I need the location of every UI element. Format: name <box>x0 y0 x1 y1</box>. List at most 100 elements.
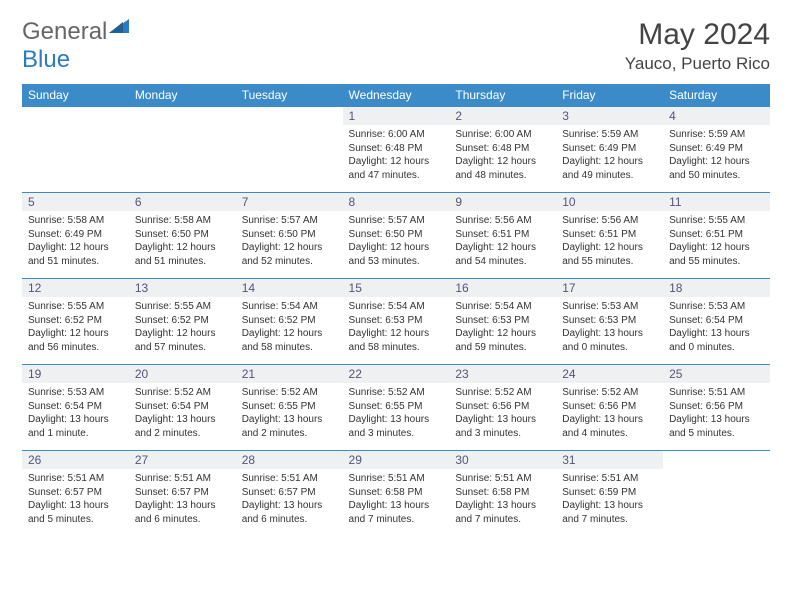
day-number: 9 <box>449 193 556 211</box>
weekday-header: Thursday <box>449 84 556 107</box>
calendar-cell: 13Sunrise: 5:55 AMSunset: 6:52 PMDayligh… <box>129 279 236 365</box>
day-data: Sunrise: 5:54 AMSunset: 6:53 PMDaylight:… <box>343 297 450 357</box>
calendar-cell: 9Sunrise: 5:56 AMSunset: 6:51 PMDaylight… <box>449 193 556 279</box>
calendar-cell: 11Sunrise: 5:55 AMSunset: 6:51 PMDayligh… <box>663 193 770 279</box>
day-number: 19 <box>22 365 129 383</box>
day-data: Sunrise: 5:51 AMSunset: 6:58 PMDaylight:… <box>343 469 450 529</box>
calendar-table: SundayMondayTuesdayWednesdayThursdayFrid… <box>22 84 770 537</box>
day-data: Sunrise: 5:57 AMSunset: 6:50 PMDaylight:… <box>236 211 343 271</box>
day-number: 13 <box>129 279 236 297</box>
day-number: 24 <box>556 365 663 383</box>
calendar-cell: 7Sunrise: 5:57 AMSunset: 6:50 PMDaylight… <box>236 193 343 279</box>
calendar-cell: 30Sunrise: 5:51 AMSunset: 6:58 PMDayligh… <box>449 451 556 537</box>
day-data: Sunrise: 5:58 AMSunset: 6:50 PMDaylight:… <box>129 211 236 271</box>
day-data: Sunrise: 5:51 AMSunset: 6:56 PMDaylight:… <box>663 383 770 443</box>
calendar-cell: 2Sunrise: 6:00 AMSunset: 6:48 PMDaylight… <box>449 107 556 193</box>
calendar-cell: 4Sunrise: 5:59 AMSunset: 6:49 PMDaylight… <box>663 107 770 193</box>
day-data: Sunrise: 5:51 AMSunset: 6:57 PMDaylight:… <box>129 469 236 529</box>
calendar-body: 1Sunrise: 6:00 AMSunset: 6:48 PMDaylight… <box>22 107 770 537</box>
day-data: Sunrise: 6:00 AMSunset: 6:48 PMDaylight:… <box>449 125 556 185</box>
calendar-cell <box>22 107 129 193</box>
day-data: Sunrise: 5:53 AMSunset: 6:53 PMDaylight:… <box>556 297 663 357</box>
calendar-row: 1Sunrise: 6:00 AMSunset: 6:48 PMDaylight… <box>22 107 770 193</box>
day-number: 21 <box>236 365 343 383</box>
day-number: 4 <box>663 107 770 125</box>
day-number: 17 <box>556 279 663 297</box>
day-number: 27 <box>129 451 236 469</box>
day-number: 2 <box>449 107 556 125</box>
calendar-cell: 6Sunrise: 5:58 AMSunset: 6:50 PMDaylight… <box>129 193 236 279</box>
day-data: Sunrise: 5:56 AMSunset: 6:51 PMDaylight:… <box>449 211 556 271</box>
calendar-cell: 10Sunrise: 5:56 AMSunset: 6:51 PMDayligh… <box>556 193 663 279</box>
calendar-row: 12Sunrise: 5:55 AMSunset: 6:52 PMDayligh… <box>22 279 770 365</box>
day-number: 5 <box>22 193 129 211</box>
calendar-cell: 20Sunrise: 5:52 AMSunset: 6:54 PMDayligh… <box>129 365 236 451</box>
day-data: Sunrise: 5:52 AMSunset: 6:55 PMDaylight:… <box>236 383 343 443</box>
calendar-cell: 18Sunrise: 5:53 AMSunset: 6:54 PMDayligh… <box>663 279 770 365</box>
calendar-cell: 25Sunrise: 5:51 AMSunset: 6:56 PMDayligh… <box>663 365 770 451</box>
weekday-header: Wednesday <box>343 84 450 107</box>
calendar-cell: 24Sunrise: 5:52 AMSunset: 6:56 PMDayligh… <box>556 365 663 451</box>
day-data: Sunrise: 5:57 AMSunset: 6:50 PMDaylight:… <box>343 211 450 271</box>
calendar-cell: 28Sunrise: 5:51 AMSunset: 6:57 PMDayligh… <box>236 451 343 537</box>
month-title: May 2024 <box>625 18 770 52</box>
calendar-cell: 8Sunrise: 5:57 AMSunset: 6:50 PMDaylight… <box>343 193 450 279</box>
day-data: Sunrise: 5:54 AMSunset: 6:53 PMDaylight:… <box>449 297 556 357</box>
day-data: Sunrise: 5:55 AMSunset: 6:52 PMDaylight:… <box>129 297 236 357</box>
weekday-header: Tuesday <box>236 84 343 107</box>
calendar-row: 5Sunrise: 5:58 AMSunset: 6:49 PMDaylight… <box>22 193 770 279</box>
calendar-cell: 17Sunrise: 5:53 AMSunset: 6:53 PMDayligh… <box>556 279 663 365</box>
day-number: 15 <box>343 279 450 297</box>
day-number: 29 <box>343 451 450 469</box>
calendar-cell <box>663 451 770 537</box>
day-number: 20 <box>129 365 236 383</box>
day-data: Sunrise: 5:55 AMSunset: 6:52 PMDaylight:… <box>22 297 129 357</box>
day-number: 22 <box>343 365 450 383</box>
day-number: 28 <box>236 451 343 469</box>
day-number: 3 <box>556 107 663 125</box>
calendar-cell: 14Sunrise: 5:54 AMSunset: 6:52 PMDayligh… <box>236 279 343 365</box>
day-number: 8 <box>343 193 450 211</box>
weekday-header-row: SundayMondayTuesdayWednesdayThursdayFrid… <box>22 84 770 107</box>
day-data: Sunrise: 5:52 AMSunset: 6:55 PMDaylight:… <box>343 383 450 443</box>
calendar-cell: 16Sunrise: 5:54 AMSunset: 6:53 PMDayligh… <box>449 279 556 365</box>
day-number: 11 <box>663 193 770 211</box>
calendar-cell: 26Sunrise: 5:51 AMSunset: 6:57 PMDayligh… <box>22 451 129 537</box>
calendar-cell: 23Sunrise: 5:52 AMSunset: 6:56 PMDayligh… <box>449 365 556 451</box>
day-data: Sunrise: 6:00 AMSunset: 6:48 PMDaylight:… <box>343 125 450 185</box>
day-data: Sunrise: 5:51 AMSunset: 6:58 PMDaylight:… <box>449 469 556 529</box>
day-data: Sunrise: 5:51 AMSunset: 6:57 PMDaylight:… <box>236 469 343 529</box>
day-number: 16 <box>449 279 556 297</box>
location: Yauco, Puerto Rico <box>625 54 770 74</box>
day-number: 31 <box>556 451 663 469</box>
day-number: 12 <box>22 279 129 297</box>
header: GeneralBlue May 2024 Yauco, Puerto Rico <box>22 18 770 74</box>
day-number: 10 <box>556 193 663 211</box>
calendar-cell: 22Sunrise: 5:52 AMSunset: 6:55 PMDayligh… <box>343 365 450 451</box>
calendar-cell: 21Sunrise: 5:52 AMSunset: 6:55 PMDayligh… <box>236 365 343 451</box>
day-number: 18 <box>663 279 770 297</box>
day-data: Sunrise: 5:56 AMSunset: 6:51 PMDaylight:… <box>556 211 663 271</box>
day-data: Sunrise: 5:52 AMSunset: 6:56 PMDaylight:… <box>556 383 663 443</box>
calendar-cell: 5Sunrise: 5:58 AMSunset: 6:49 PMDaylight… <box>22 193 129 279</box>
calendar-cell: 19Sunrise: 5:53 AMSunset: 6:54 PMDayligh… <box>22 365 129 451</box>
calendar-cell: 31Sunrise: 5:51 AMSunset: 6:59 PMDayligh… <box>556 451 663 537</box>
calendar-cell <box>236 107 343 193</box>
day-number: 6 <box>129 193 236 211</box>
calendar-cell: 12Sunrise: 5:55 AMSunset: 6:52 PMDayligh… <box>22 279 129 365</box>
calendar-cell: 1Sunrise: 6:00 AMSunset: 6:48 PMDaylight… <box>343 107 450 193</box>
weekday-header: Saturday <box>663 84 770 107</box>
day-number: 25 <box>663 365 770 383</box>
calendar-cell: 27Sunrise: 5:51 AMSunset: 6:57 PMDayligh… <box>129 451 236 537</box>
day-data: Sunrise: 5:59 AMSunset: 6:49 PMDaylight:… <box>556 125 663 185</box>
day-number: 30 <box>449 451 556 469</box>
calendar-cell: 29Sunrise: 5:51 AMSunset: 6:58 PMDayligh… <box>343 451 450 537</box>
day-data: Sunrise: 5:51 AMSunset: 6:57 PMDaylight:… <box>22 469 129 529</box>
weekday-header: Monday <box>129 84 236 107</box>
weekday-header: Friday <box>556 84 663 107</box>
day-data: Sunrise: 5:59 AMSunset: 6:49 PMDaylight:… <box>663 125 770 185</box>
day-number: 23 <box>449 365 556 383</box>
title-block: May 2024 Yauco, Puerto Rico <box>625 18 770 74</box>
calendar-row: 19Sunrise: 5:53 AMSunset: 6:54 PMDayligh… <box>22 365 770 451</box>
logo: GeneralBlue <box>22 18 129 74</box>
